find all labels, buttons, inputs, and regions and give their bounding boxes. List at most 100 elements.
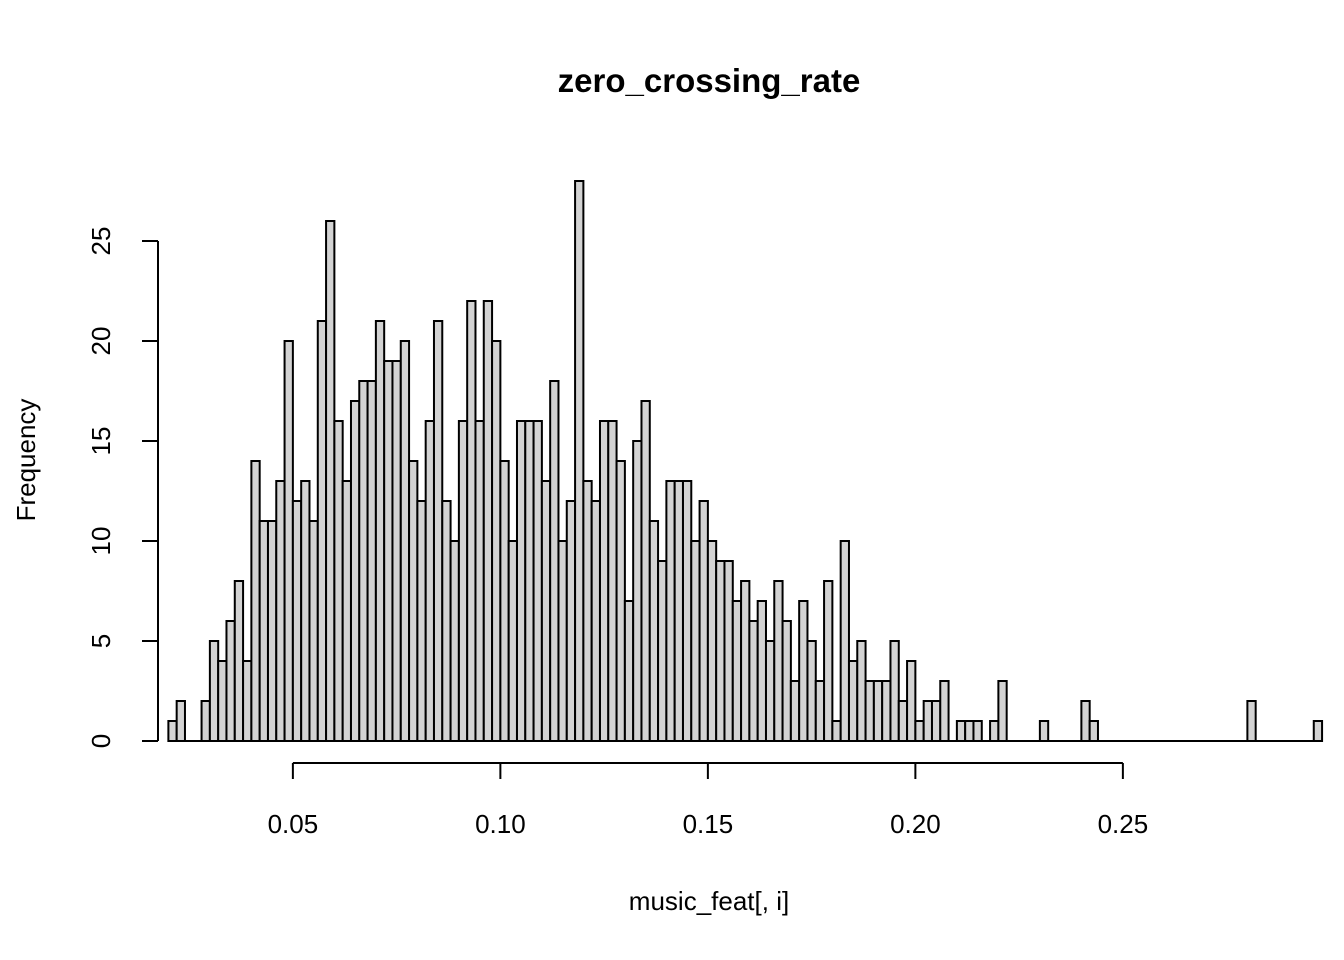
histogram-bar [764,640,776,742]
histogram-bar [864,680,875,742]
histogram-bar [250,460,261,742]
histogram-bar [482,300,494,742]
histogram-bar [623,600,635,742]
histogram-bar [316,320,328,742]
histogram-bar [640,400,651,742]
x-tick-label: 0.20 [890,809,941,839]
histogram-bar [922,700,933,742]
histogram-bar [499,460,510,742]
histogram-bar [872,680,884,742]
histogram-bar [698,500,709,742]
histogram-bar [706,540,718,742]
histogram-bar [582,480,593,742]
histogram-bar [225,620,236,742]
histogram-bar [175,700,186,742]
histogram-bar [349,400,361,742]
histogram-bar [308,520,319,742]
histogram-bar [1038,720,1050,742]
histogram-bar [823,580,834,742]
histogram-bar [632,440,643,742]
y-axis-label: Frequency [11,399,41,522]
histogram-bar [839,540,850,742]
histogram-bar [731,600,743,742]
histogram-bar [333,420,344,742]
x-tick-label: 0.15 [683,809,734,839]
histogram-bar [673,480,684,742]
histogram-bar [457,420,469,742]
histogram-bar [665,480,676,742]
y-tick-label: 5 [86,634,116,648]
histogram-bar [657,560,668,742]
histogram-bar [432,320,444,742]
x-axis: 0.05 0.10 0.15 0.20 0.25 [268,762,1149,839]
histogram-bar [474,420,485,742]
histogram-bar [1312,720,1324,742]
histogram-bar [773,580,784,742]
histogram-bar [939,680,950,742]
histogram-bar [557,540,568,742]
y-axis: 0 5 10 15 20 25 [86,227,159,748]
histogram-bar [217,660,228,742]
histogram-bar [366,380,377,742]
histogram-bar [540,480,552,742]
histogram-bar [549,380,560,742]
histogram-bar [574,180,585,742]
histogram-bar [856,640,867,742]
histogram-bar [1080,700,1091,742]
histogram-bar [798,600,809,742]
histogram-bar [358,380,369,742]
histogram-bar [507,540,518,742]
histogram-bar [416,500,427,742]
histogram-bar [167,720,178,742]
histogram-bar [408,460,419,742]
histogram-bar [300,480,311,742]
histogram-bar [930,700,942,742]
histogram-bar [590,500,601,742]
histogram-bar [615,460,626,742]
histogram-bar [648,520,660,742]
y-tick-label: 20 [86,327,116,356]
y-tick-label: 0 [86,734,116,748]
histogram-bar [441,500,452,742]
histogram-bar [914,720,925,742]
x-tick-label: 0.25 [1098,809,1149,839]
histogram-bar [972,720,983,742]
histogram-bar [208,640,220,742]
histogram-bar [881,680,892,742]
histogram-bar [806,640,817,742]
histogram-bar [715,560,726,742]
histogram-bar [997,680,1008,742]
histogram-bar [424,420,435,742]
histogram-bar [897,700,909,742]
histogram-bar [964,720,975,742]
histogram-bar [283,340,294,742]
histogram-bar [383,360,394,742]
histogram-bar [906,660,917,742]
histogram-bar [258,520,269,742]
histogram-bar [266,520,278,742]
histogram-bar [565,500,577,742]
histogram-bar [524,420,535,742]
x-tick-label: 0.05 [268,809,319,839]
histogram-bar [989,720,1000,742]
histogram-bar [748,620,759,742]
histogram-bar [275,480,286,742]
y-tick-label: 15 [86,427,116,456]
histogram-bar [242,660,253,742]
histogram-bar [374,320,386,742]
histogram-bar [831,720,842,742]
histogram-bar [740,580,751,742]
histogram-bar [291,500,303,742]
histogram-bar [723,560,734,742]
histogram-bar [491,340,502,742]
histogram-bar [200,700,211,742]
histogram-bar [889,640,900,742]
histogram-bar [756,600,767,742]
histogram-bar [1088,720,1099,742]
chart-title: zero_crossing_rate [558,62,861,99]
histogram-bar [233,580,245,742]
histogram-bar [1246,700,1257,742]
histogram-bar [681,480,693,742]
histogram-bar [955,720,967,742]
